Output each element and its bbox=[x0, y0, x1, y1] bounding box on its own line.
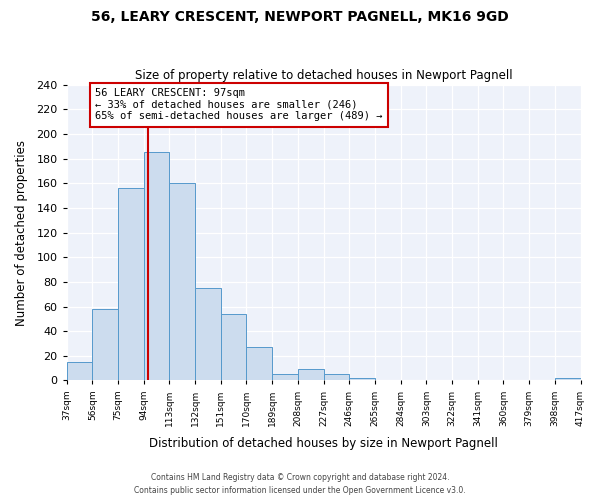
Bar bbox=[221, 314, 247, 380]
Bar bbox=[92, 309, 118, 380]
Text: 56, LEARY CRESCENT, NEWPORT PAGNELL, MK16 9GD: 56, LEARY CRESCENT, NEWPORT PAGNELL, MK1… bbox=[91, 10, 509, 24]
Bar bbox=[118, 188, 143, 380]
Bar bbox=[247, 347, 272, 380]
Text: Contains HM Land Registry data © Crown copyright and database right 2024.
Contai: Contains HM Land Registry data © Crown c… bbox=[134, 474, 466, 495]
Y-axis label: Number of detached properties: Number of detached properties bbox=[15, 140, 28, 326]
Text: 56 LEARY CRESCENT: 97sqm
← 33% of detached houses are smaller (246)
65% of semi-: 56 LEARY CRESCENT: 97sqm ← 33% of detach… bbox=[95, 88, 383, 122]
Bar bbox=[298, 370, 323, 380]
Bar bbox=[323, 374, 349, 380]
Bar bbox=[555, 378, 581, 380]
Bar bbox=[67, 362, 92, 380]
Bar bbox=[272, 374, 298, 380]
X-axis label: Distribution of detached houses by size in Newport Pagnell: Distribution of detached houses by size … bbox=[149, 437, 498, 450]
Bar bbox=[143, 152, 169, 380]
Bar bbox=[195, 288, 221, 380]
Bar bbox=[349, 378, 375, 380]
Bar bbox=[169, 183, 195, 380]
Title: Size of property relative to detached houses in Newport Pagnell: Size of property relative to detached ho… bbox=[135, 69, 512, 82]
